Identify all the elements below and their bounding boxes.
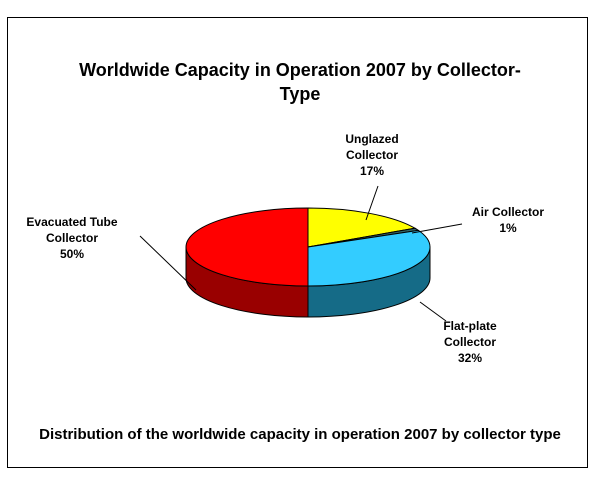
chart-title: Worldwide Capacity in Operation 2007 by …	[79, 60, 521, 104]
leader-line	[365, 185, 379, 221]
pie-slice	[307, 229, 431, 287]
slice-name: Unglazed Collector	[345, 132, 399, 162]
slice-name: Air Collector	[471, 205, 544, 219]
leader-line	[411, 223, 463, 234]
slice-value: 17%	[359, 164, 385, 178]
slice-name: Evacuated Tube Collector	[26, 215, 118, 245]
slice-value: 50%	[59, 247, 85, 261]
leader-line	[139, 235, 197, 291]
slice-value: 1%	[499, 221, 517, 235]
slice-name: Flat-plate Collector	[443, 319, 497, 349]
chart-frame	[7, 17, 588, 468]
leader-lines	[139, 185, 463, 322]
pie-slice	[185, 207, 309, 287]
slice-label: Evacuated Tube Collector 50%	[12, 214, 132, 262]
slice-label: Air Collector 1%	[458, 204, 558, 236]
pie-slice	[307, 207, 417, 248]
pie	[185, 207, 431, 318]
leader-line	[419, 301, 447, 322]
slice-label: Flat-plate Collector 32%	[430, 318, 510, 366]
slice-label: Unglazed Collector 17%	[332, 131, 412, 179]
chart-caption: Distribution of the worldwide capacity i…	[39, 426, 561, 443]
slice-value: 32%	[457, 351, 483, 365]
